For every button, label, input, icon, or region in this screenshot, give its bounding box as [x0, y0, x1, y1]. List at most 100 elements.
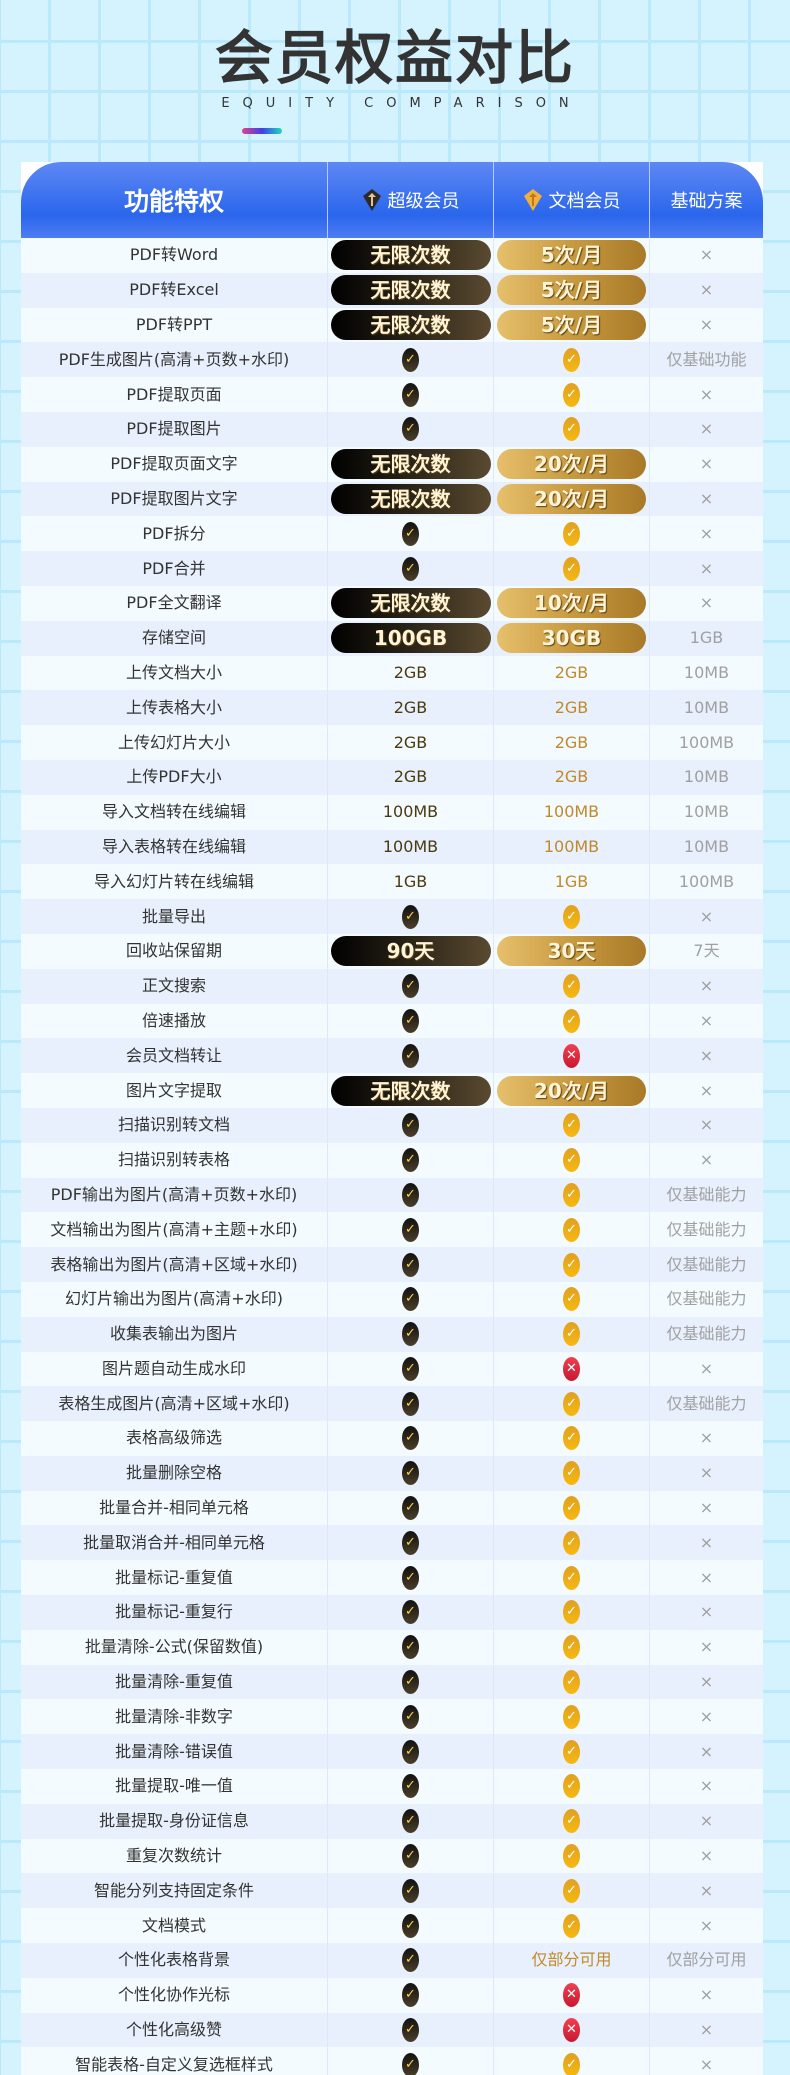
feature-cell: PDF提取页面文字 [21, 446, 328, 482]
basic-plan-cell: × [650, 1978, 763, 2013]
quota-badge: 无限次数 [330, 1075, 491, 1106]
table-row: 批量取消合并-相同单元格 ✓ ✓ × [21, 1525, 763, 1561]
check-icon: ✓ [563, 1565, 580, 1590]
column-header-super: 超级会员 [328, 162, 494, 238]
feature-name: 智能表格-自定义复选框样式 [75, 2054, 273, 2074]
basic-value: × [699, 1602, 714, 1622]
super-member-cell: 2GB [328, 759, 494, 795]
table-row: 批量清除-非数字 ✓ ✓ × [21, 1699, 763, 1735]
check-icon: ✓ [402, 2018, 419, 2043]
feature-cell: 批量标记-重复值 [21, 1560, 328, 1596]
table-row: 批量导出 ✓ ✓ × [21, 899, 763, 934]
doc-member-cell: ✓ [494, 1873, 650, 1909]
feature-cell: 文档模式 [21, 1908, 328, 1944]
basic-value: × [699, 1915, 714, 1935]
feature-name: 批量清除-重复值 [115, 1672, 233, 1692]
basic-plan-cell: × [650, 412, 763, 447]
column-header-doc: 文档会员 [494, 162, 650, 238]
check-icon: ✓ [563, 1217, 580, 1242]
feature-name: 重复次数统计 [125, 1846, 222, 1866]
table-row: 智能分列支持固定条件 ✓ ✓ × [21, 1873, 763, 1909]
doc-member-cell: 2GB [494, 690, 650, 726]
feature-cell: 会员文档转让 [21, 1038, 328, 1074]
check-icon: ✓ [563, 1635, 580, 1660]
doc-member-cell: ✓ [494, 1455, 650, 1491]
super-member-cell: 90天 [328, 933, 494, 969]
basic-plan-cell: × [650, 551, 763, 586]
table-row: 个性化协作光标 ✓ ✕ × [21, 1977, 763, 2013]
check-icon: ✓ [402, 1913, 419, 1938]
basic-plan-cell: × [650, 1804, 763, 1839]
basic-plan-cell: × [650, 238, 763, 273]
basic-value: × [699, 1741, 714, 1761]
table-row: 上传PDF大小 2GB 2GB 10MB [21, 759, 763, 795]
check-icon: ✓ [563, 904, 580, 929]
basic-value: × [699, 1498, 714, 1518]
feature-name: PDF转PPT [135, 314, 213, 334]
quota-badge: 无限次数 [330, 275, 491, 306]
table-row: 批量合并-相同单元格 ✓ ✓ × [21, 1490, 763, 1526]
table-row: PDF输出为图片(高清+页数+水印) ✓ ✓ 仅基础能力 [21, 1177, 763, 1213]
value-text: 2GB [554, 732, 589, 752]
table-row: PDF转Word 无限次数 5次/月 × [21, 238, 763, 273]
super-member-cell: ✓ [328, 1316, 494, 1352]
doc-member-cell: ✓ [494, 1003, 650, 1039]
feature-name: 批量清除-非数字 [115, 1706, 233, 1726]
check-icon: ✓ [402, 1635, 419, 1660]
basic-value: × [699, 558, 714, 578]
feature-cell: PDF生成图片(高清+页数+水印) [21, 342, 328, 378]
feature-cell: 智能表格-自定义复选框样式 [21, 2047, 328, 2075]
table-row: 文档输出为图片(高清+主题+水印) ✓ ✓ 仅基础能力 [21, 1212, 763, 1248]
check-icon: ✓ [563, 1844, 580, 1869]
basic-plan-cell: × [650, 516, 763, 551]
doc-member-cell: 5次/月 [494, 272, 650, 308]
feature-name: PDF输出为图片(高清+页数+水印) [50, 1184, 298, 1204]
feature-name: 文档输出为图片(高清+主题+水印) [50, 1219, 298, 1239]
check-icon: ✓ [563, 1182, 580, 1207]
feature-cell: 表格输出为图片(高清+区域+水印) [21, 1247, 328, 1282]
basic-plan-cell: × [650, 1769, 763, 1804]
check-icon: ✓ [563, 1739, 580, 1764]
basic-value: × [699, 245, 714, 265]
doc-member-cell: ✓ [494, 1281, 650, 1317]
doc-member-cell: ✓ [494, 1908, 650, 1944]
check-icon: ✓ [563, 1878, 580, 1903]
check-icon: ✓ [402, 1774, 419, 1799]
check-icon: ✓ [402, 1983, 419, 2008]
feature-cell: 导入文档转在线编辑 [21, 794, 328, 830]
doc-member-cell: ✓ [494, 1212, 650, 1248]
feature-name: PDF转Word [129, 245, 219, 265]
basic-plan-cell: × [650, 1456, 763, 1491]
feature-cell: 正文搜索 [21, 968, 328, 1004]
super-member-cell: ✓ [328, 1247, 494, 1282]
basic-value: × [699, 1637, 714, 1657]
basic-plan-cell: × [650, 1595, 763, 1630]
check-icon: ✓ [563, 1530, 580, 1555]
basic-value: × [699, 1463, 714, 1483]
table-row: 批量标记-重复行 ✓ ✓ × [21, 1595, 763, 1630]
table-row: 个性化表格背景 ✓ 仅部分可用 仅部分可用 [21, 1943, 763, 1978]
feature-cell: 回收站保留期 [21, 933, 328, 969]
feature-cell: PDF转Word [21, 238, 328, 273]
feature-cell: 批量清除-公式(保留数值) [21, 1629, 328, 1665]
feature-cell: 表格高级筛选 [21, 1421, 328, 1456]
feature-name: 批量删除空格 [125, 1463, 222, 1483]
basic-plan-cell: 10MB [650, 760, 763, 795]
feature-name: 表格生成图片(高清+区域+水印) [58, 1393, 290, 1413]
check-icon: ✓ [402, 1844, 419, 1869]
basic-plan-cell: 仅基础功能 [650, 342, 763, 377]
check-icon: ✓ [402, 1148, 419, 1173]
basic-plan-cell: × [650, 1665, 763, 1700]
check-icon: ✓ [402, 1182, 419, 1207]
check-icon: ✓ [563, 1426, 580, 1451]
basic-plan-cell: 仅基础能力 [650, 1178, 763, 1213]
doc-member-cell: ✓ [494, 968, 650, 1004]
check-icon: ✓ [402, 1530, 419, 1555]
check-icon: ✓ [563, 1496, 580, 1521]
quota-badge: 5次/月 [497, 240, 646, 271]
quota-badge: 5次/月 [497, 275, 646, 306]
gold-diamond-icon [523, 189, 542, 211]
table-row: 回收站保留期 90天 30天 7天 [21, 933, 763, 969]
super-member-cell: ✓ [328, 1421, 494, 1456]
doc-member-cell: 20次/月 [494, 481, 650, 517]
